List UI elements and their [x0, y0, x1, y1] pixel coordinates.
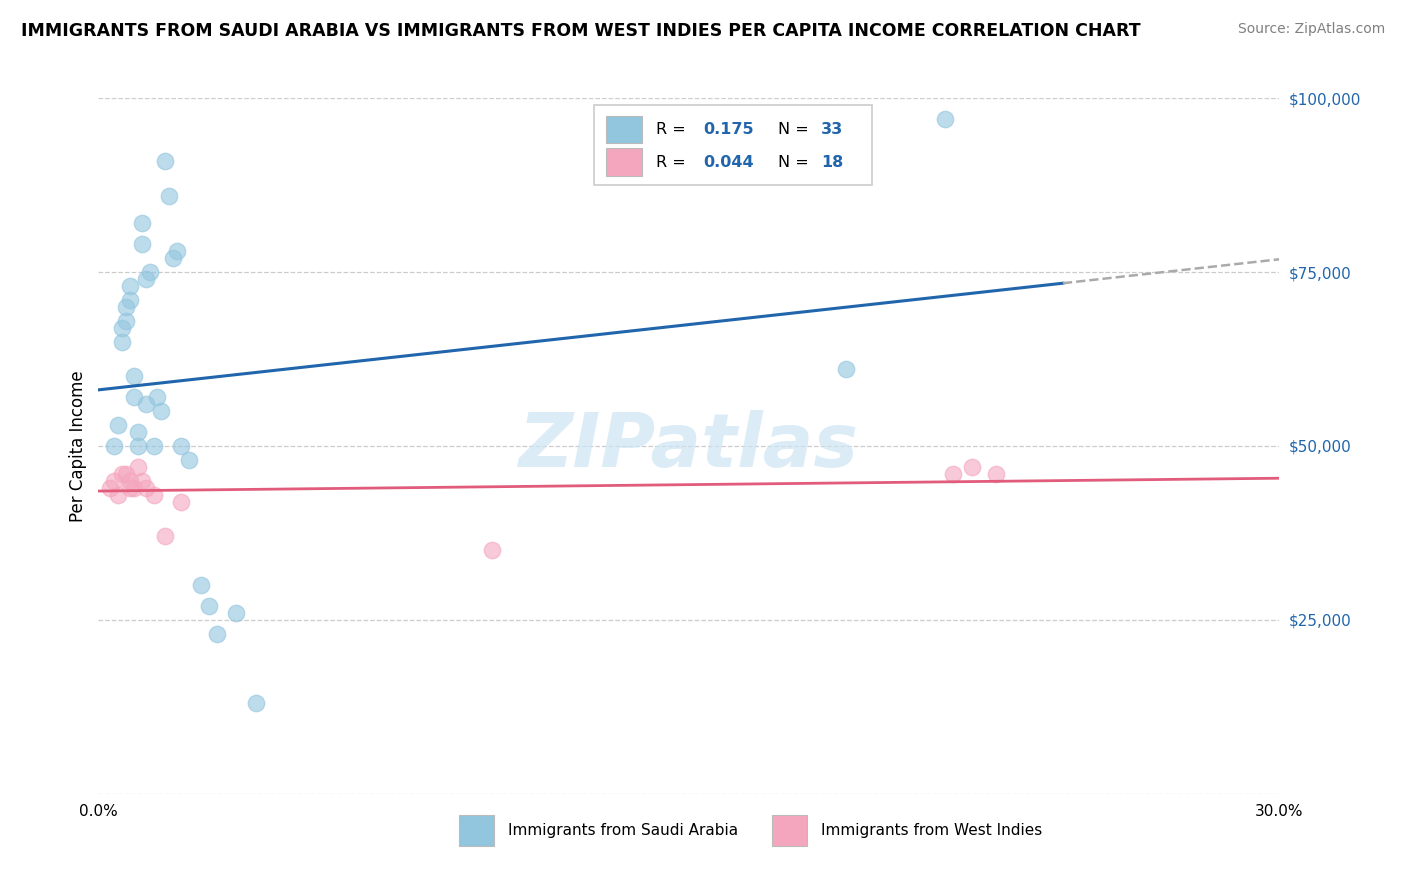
Text: ZIPatlas: ZIPatlas	[519, 409, 859, 483]
Point	[127, 439, 149, 453]
Point	[122, 369, 145, 384]
Point	[162, 251, 184, 265]
Point	[197, 599, 219, 613]
Point	[103, 474, 125, 488]
Point	[142, 488, 165, 502]
Point	[170, 494, 193, 508]
Point	[225, 606, 247, 620]
Point	[190, 578, 212, 592]
Point	[115, 467, 138, 481]
Text: 18: 18	[821, 154, 844, 169]
Point	[122, 481, 145, 495]
Text: Immigrants from Saudi Arabia: Immigrants from Saudi Arabia	[508, 823, 738, 838]
Bar	[772, 814, 807, 846]
Point	[103, 439, 125, 453]
Point	[131, 216, 153, 230]
Point	[118, 474, 141, 488]
Point	[115, 300, 138, 314]
Text: 0.044: 0.044	[703, 154, 754, 169]
Point	[942, 467, 965, 481]
Text: Immigrants from West Indies: Immigrants from West Indies	[821, 823, 1042, 838]
Point	[118, 279, 141, 293]
Point	[135, 397, 157, 411]
Point	[138, 265, 160, 279]
Point	[934, 112, 956, 126]
Point	[135, 272, 157, 286]
Point	[146, 390, 169, 404]
Point	[166, 244, 188, 259]
Point	[118, 481, 141, 495]
Point	[962, 459, 984, 474]
Y-axis label: Per Capita Income: Per Capita Income	[69, 370, 87, 522]
Bar	[595, 105, 872, 186]
Bar	[606, 116, 641, 144]
Point	[111, 334, 134, 349]
Point	[127, 459, 149, 474]
Text: IMMIGRANTS FROM SAUDI ARABIA VS IMMIGRANTS FROM WEST INDIES PER CAPITA INCOME CO: IMMIGRANTS FROM SAUDI ARABIA VS IMMIGRAN…	[21, 22, 1140, 40]
Point	[155, 153, 177, 168]
Text: Source: ZipAtlas.com: Source: ZipAtlas.com	[1237, 22, 1385, 37]
Point	[98, 481, 121, 495]
Point	[835, 362, 858, 376]
Point	[111, 320, 134, 334]
Point	[122, 390, 145, 404]
Point	[131, 237, 153, 252]
Text: R =: R =	[655, 122, 690, 137]
Point	[157, 188, 180, 202]
Text: 33: 33	[821, 122, 844, 137]
Point	[118, 293, 141, 307]
Point	[135, 481, 157, 495]
Point	[111, 467, 134, 481]
Point	[177, 453, 200, 467]
Bar	[606, 148, 641, 176]
Point	[115, 314, 138, 328]
Point	[150, 404, 173, 418]
Point	[984, 467, 1007, 481]
Point	[107, 488, 129, 502]
Point	[155, 529, 177, 543]
Point	[107, 418, 129, 433]
Point	[245, 697, 267, 711]
Point	[205, 627, 228, 641]
Point	[142, 439, 165, 453]
Text: N =: N =	[778, 122, 814, 137]
Point	[127, 425, 149, 439]
Point	[481, 543, 503, 558]
Text: R =: R =	[655, 154, 690, 169]
Text: 0.175: 0.175	[703, 122, 754, 137]
Text: N =: N =	[778, 154, 814, 169]
Bar	[458, 814, 494, 846]
Point	[170, 439, 193, 453]
Point	[131, 474, 153, 488]
